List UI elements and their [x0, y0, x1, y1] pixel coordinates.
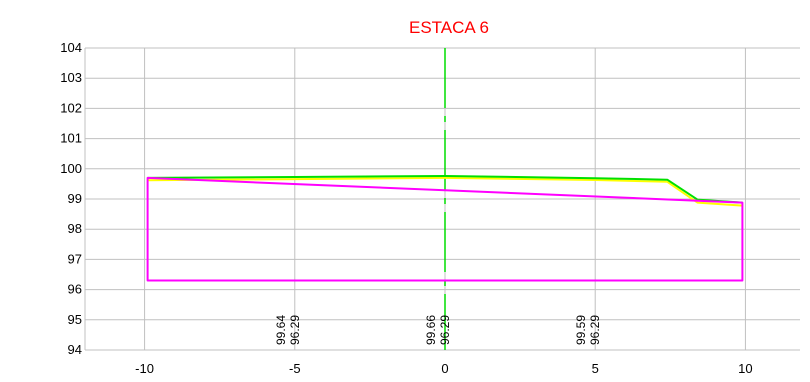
y-tick-label: 104 — [60, 40, 82, 55]
y-tick-label: 101 — [60, 131, 82, 146]
elevation-label: 96.29 — [438, 315, 452, 345]
profile-series — [146, 175, 744, 282]
x-tick-label: 10 — [738, 361, 752, 376]
elevation-label: 99.66 — [424, 315, 438, 345]
y-tick-label: 95 — [68, 312, 82, 327]
y-tick-label: 98 — [68, 221, 82, 236]
elevation-label: 99.59 — [574, 315, 588, 345]
profile-line-2 — [146, 176, 744, 282]
y-tick-label: 94 — [68, 342, 82, 357]
elevation-label: 99.64 — [274, 315, 288, 345]
y-tick-label: 99 — [68, 191, 82, 206]
elevation-label: 96.29 — [588, 315, 602, 345]
axis-ticks: 94 95 96 97 98 99 100 101 102 103 104 -10 -5 0 5 10 — [60, 40, 752, 376]
y-tick-label: 103 — [60, 70, 82, 85]
chart-title: ESTACA 6 — [409, 18, 489, 37]
y-tick-label: 96 — [68, 282, 82, 297]
y-tick-label: 100 — [60, 161, 82, 176]
profile-line-0 — [147, 176, 743, 207]
elevation-label: 96.29 — [288, 315, 302, 345]
x-tick-label: 5 — [592, 361, 599, 376]
x-tick-label: 0 — [441, 361, 448, 376]
y-tick-label: 97 — [68, 251, 82, 266]
x-tick-label: -5 — [289, 361, 301, 376]
x-tick-label: -10 — [135, 361, 154, 376]
elevation-annotations: 99.64 96.29 99.66 96.29 99.59 96.29 — [274, 315, 602, 345]
y-tick-label: 102 — [60, 100, 82, 115]
profile-line-1 — [147, 175, 743, 204]
